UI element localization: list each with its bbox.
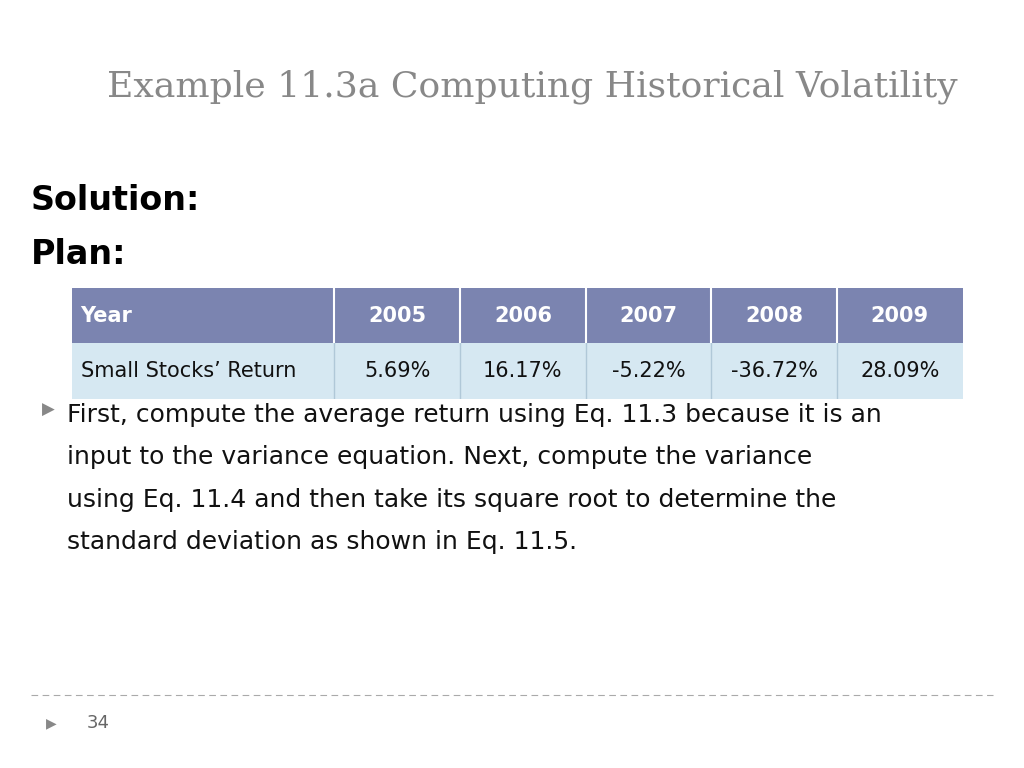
Text: First, compute the average return using Eq. 11.3 because it is an: First, compute the average return using … xyxy=(67,403,882,427)
Text: 28.09%: 28.09% xyxy=(860,361,939,381)
Text: 2009: 2009 xyxy=(870,306,929,326)
Text: using Eq. 11.4 and then take its square root to determine the: using Eq. 11.4 and then take its square … xyxy=(67,488,836,511)
Text: -5.22%: -5.22% xyxy=(611,361,685,381)
Text: 2006: 2006 xyxy=(494,306,552,326)
Text: ▶: ▶ xyxy=(42,401,54,419)
Text: input to the variance equation. Next, compute the variance: input to the variance equation. Next, co… xyxy=(67,445,812,469)
Text: -36.72%: -36.72% xyxy=(731,361,817,381)
Text: Plan:: Plan: xyxy=(31,238,126,271)
Text: 2005: 2005 xyxy=(369,306,426,326)
Text: 2008: 2008 xyxy=(745,306,803,326)
Text: 5.69%: 5.69% xyxy=(365,361,430,381)
Text: Example 11.3a Computing Historical Volatility: Example 11.3a Computing Historical Volat… xyxy=(108,69,957,104)
Text: 34: 34 xyxy=(87,714,110,733)
Text: Year: Year xyxy=(81,306,132,326)
Text: standard deviation as shown in Eq. 11.5.: standard deviation as shown in Eq. 11.5. xyxy=(67,530,577,554)
Text: 16.17%: 16.17% xyxy=(483,361,562,381)
Text: Small Stocks’ Return: Small Stocks’ Return xyxy=(81,361,296,381)
Text: Solution:: Solution: xyxy=(31,184,200,217)
Text: 2007: 2007 xyxy=(620,306,678,326)
Text: ▶: ▶ xyxy=(46,717,56,730)
